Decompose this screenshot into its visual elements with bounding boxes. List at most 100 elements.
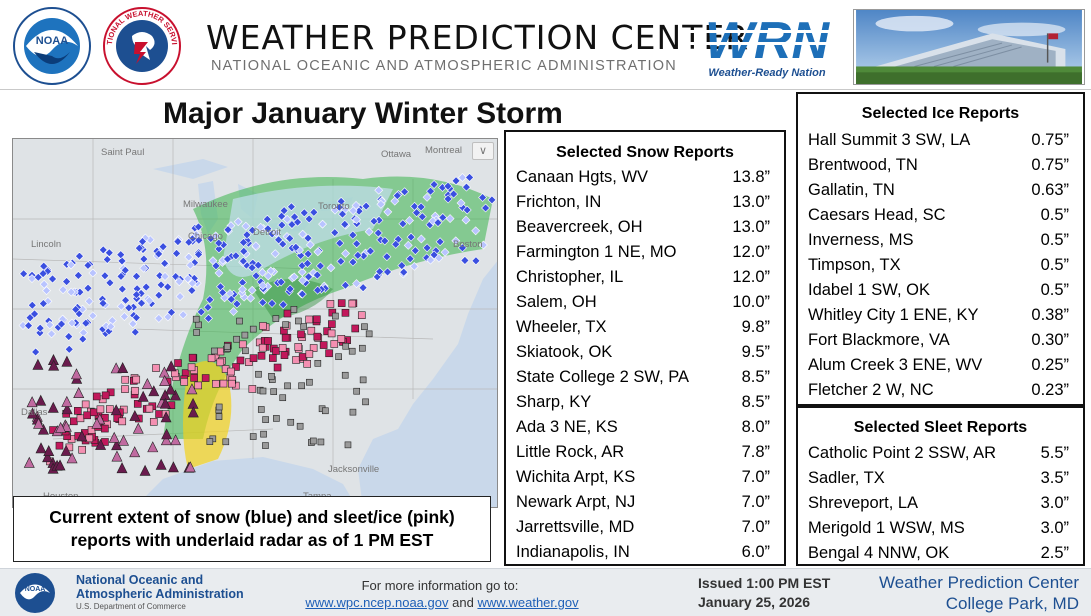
other-report-marker xyxy=(279,394,287,402)
snow-report-marker xyxy=(443,181,453,191)
report-value: 13.0” xyxy=(732,218,770,236)
snow-report-marker xyxy=(429,250,439,260)
issued-date: January 25, 2026 xyxy=(698,594,811,610)
snow-report-marker xyxy=(277,220,287,230)
header: NOAA NATIONAL WEATHER SERVICE WEATHER PR… xyxy=(0,0,1091,90)
snow-report-marker xyxy=(461,215,471,225)
snow-report-marker xyxy=(31,347,41,357)
snow-report-marker xyxy=(58,285,68,295)
snow-report-marker xyxy=(194,222,203,232)
snow-report-marker xyxy=(184,237,194,247)
snow-report-marker xyxy=(373,228,383,238)
snow-report-marker xyxy=(194,250,203,259)
other-report-marker xyxy=(348,347,356,355)
snow-report-marker xyxy=(334,202,344,212)
report-value: 0.5” xyxy=(1040,231,1069,249)
snow-report-marker xyxy=(487,195,497,205)
snow-report-marker xyxy=(353,250,363,260)
ice-report-marker xyxy=(216,358,225,367)
map-layers-button[interactable]: ∨ xyxy=(472,142,494,160)
ice-report-marker xyxy=(216,347,225,356)
ice-report-marker xyxy=(236,356,245,365)
snow-report-marker xyxy=(178,310,188,320)
ice-report-marker xyxy=(278,344,287,352)
other-report-marker xyxy=(359,376,367,384)
sleet-report-marker xyxy=(186,383,198,395)
report-value: 3.5” xyxy=(1040,469,1069,487)
other-report-marker xyxy=(272,315,280,322)
snow-report-marker xyxy=(391,239,401,249)
snow-report-marker xyxy=(335,238,345,248)
snow-report-marker xyxy=(278,300,288,310)
snow-report-marker xyxy=(238,284,247,294)
sleet-report-marker xyxy=(170,434,182,446)
ice-report-marker xyxy=(337,335,346,343)
snow-report-marker xyxy=(187,278,197,288)
snow-report-marker xyxy=(403,240,413,250)
snow-report-marker xyxy=(247,263,257,273)
footer-org-line2: Atmospheric Administration xyxy=(76,587,244,601)
radar-echo xyxy=(223,185,393,277)
ice-report-marker xyxy=(227,367,235,376)
snow-report-marker xyxy=(309,207,319,217)
page-title: Major January Winter Storm xyxy=(163,97,563,130)
report-location: Wheeler, TX xyxy=(516,318,607,336)
snow-report-marker xyxy=(124,303,134,313)
report-location: Fletcher 2 W, NC xyxy=(808,381,934,399)
ice-report-marker xyxy=(132,375,141,384)
ice-report-marker xyxy=(328,320,336,328)
wpc-website-link[interactable]: www.wpc.ncep.noaa.gov xyxy=(305,595,449,610)
snow-report-marker xyxy=(412,208,422,218)
snow-report-marker xyxy=(303,258,312,268)
ice-report-marker xyxy=(89,408,98,417)
snow-report-marker xyxy=(141,282,151,292)
sleet-report-marker xyxy=(184,461,196,473)
snow-report-marker xyxy=(318,219,327,229)
nws-website-link[interactable]: www.weather.gov xyxy=(477,595,579,610)
other-report-marker xyxy=(282,321,289,328)
other-report-marker xyxy=(257,406,265,413)
other-report-marker xyxy=(215,403,223,411)
map-label: Jacksonville xyxy=(328,464,380,475)
snow-report-marker xyxy=(39,279,49,289)
snow-report-marker xyxy=(274,235,284,245)
report-location: Salem, OH xyxy=(516,293,597,311)
other-report-marker xyxy=(215,413,223,420)
ice-report-marker xyxy=(272,347,280,355)
ice-report-marker xyxy=(264,337,272,345)
ice-report-marker xyxy=(313,315,321,324)
snow-report-marker xyxy=(42,286,51,296)
footer-links: www.wpc.ncep.noaa.gov and www.weather.go… xyxy=(292,595,592,610)
ice-report-marker xyxy=(76,414,85,423)
map-label: Ottawa xyxy=(381,149,412,160)
ice-report-marker xyxy=(212,379,220,388)
ice-report-marker xyxy=(232,363,240,371)
snow-report-marker xyxy=(33,272,43,282)
snow-report-marker xyxy=(416,202,426,212)
snow-report-marker xyxy=(138,237,147,246)
storm-map[interactable]: ∨ Saint Paul Milwaukee Chicago Detroit T… xyxy=(12,138,498,508)
snow-report-marker xyxy=(223,225,233,235)
snow-report-marker xyxy=(132,271,141,281)
svg-text:NOAA: NOAA xyxy=(36,35,68,47)
wpc-building-photo xyxy=(853,9,1085,85)
sleet-report-marker xyxy=(139,464,151,476)
snow-report-marker xyxy=(27,300,37,310)
ice-report-marker xyxy=(81,400,90,409)
snow-report-marker xyxy=(218,288,228,297)
sleet-report-marker xyxy=(66,452,78,464)
ice-report-marker xyxy=(152,364,160,372)
report-location: Merigold 1 WSW, MS xyxy=(808,519,965,537)
snow-report-marker xyxy=(154,249,164,259)
sleet-report-marker xyxy=(161,428,173,440)
issued-time: Issued 1:00 PM EST xyxy=(698,575,831,591)
report-location: Little Rock, AR xyxy=(516,443,625,461)
sleet-report-marker xyxy=(48,359,60,371)
snow-report-marker xyxy=(116,271,126,281)
snow-report-marker xyxy=(433,218,443,228)
snow-report-marker xyxy=(158,242,168,252)
report-value: 7.0” xyxy=(741,493,770,511)
report-value: 8.5” xyxy=(741,393,770,411)
snow-report-marker xyxy=(348,206,358,216)
snow-report-marker xyxy=(247,285,257,295)
